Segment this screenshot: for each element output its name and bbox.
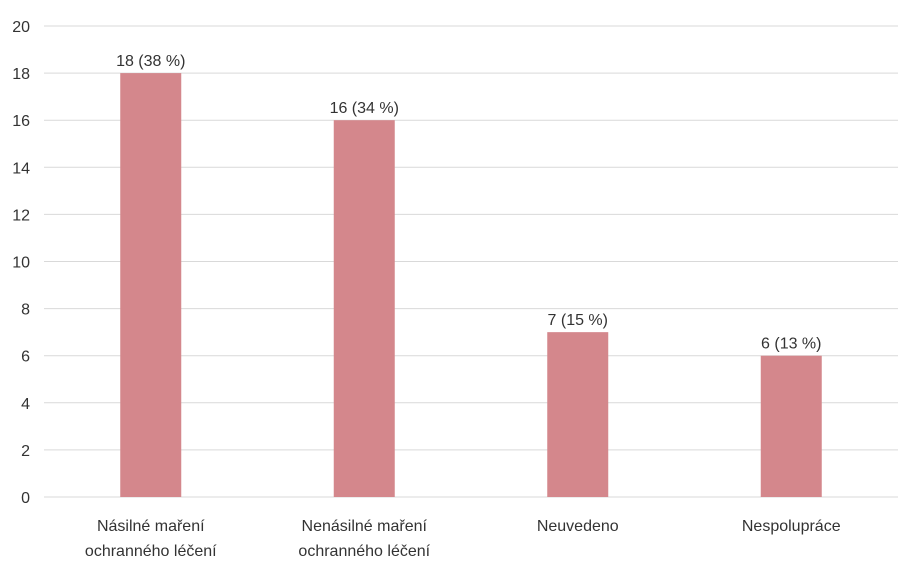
y-tick-label: 16: [12, 113, 30, 130]
y-tick-label: 6: [21, 349, 30, 366]
bar: [120, 73, 182, 497]
x-category-label-line: Neuvedeno: [537, 518, 619, 535]
bar: [760, 355, 822, 497]
gridlines: [44, 25, 898, 498]
x-category-label: Nenásilné maření ochranného léčení: [298, 518, 430, 560]
x-category-label: Násilné maření ochranného léčení: [85, 518, 217, 560]
y-tick-label: 10: [12, 255, 30, 272]
y-tick-label: 12: [12, 207, 30, 224]
x-category-label: Nespolupráce: [742, 518, 841, 535]
y-tick-label: 0: [21, 490, 30, 507]
bar: [333, 120, 395, 497]
y-tick-label: 8: [21, 302, 30, 319]
x-category-label: Neuvedeno: [537, 518, 619, 535]
y-axis-ticks: 0 2 4 6 8 10 12 14 16 18 20: [12, 19, 30, 507]
y-tick-label: 14: [12, 160, 30, 177]
y-tick-label: 20: [12, 19, 30, 36]
data-label: 7 (15 %): [548, 312, 608, 329]
y-tick-label: 18: [12, 66, 30, 83]
bar: [547, 332, 609, 497]
bars: [120, 73, 822, 497]
data-label: 6 (13 %): [761, 336, 821, 353]
data-labels: 18 (38 %) 16 (34 %) 7 (15 %) 6 (13 %): [116, 53, 821, 353]
x-category-label-line: ochranného léčení: [298, 543, 430, 560]
x-category-label-line: Nenásilné maření: [302, 518, 428, 535]
x-category-label-line: ochranného léčení: [85, 543, 217, 560]
x-axis-categories: Násilné maření ochranného léčeníNenásilné…: [85, 518, 841, 560]
x-category-label-line: Násilné maření: [97, 518, 205, 535]
data-label: 18 (38 %): [116, 53, 185, 70]
y-tick-label: 2: [21, 443, 30, 460]
y-tick-label: 4: [21, 396, 30, 413]
data-label: 16 (34 %): [330, 100, 399, 117]
x-category-label-line: Nespolupráce: [742, 518, 841, 535]
